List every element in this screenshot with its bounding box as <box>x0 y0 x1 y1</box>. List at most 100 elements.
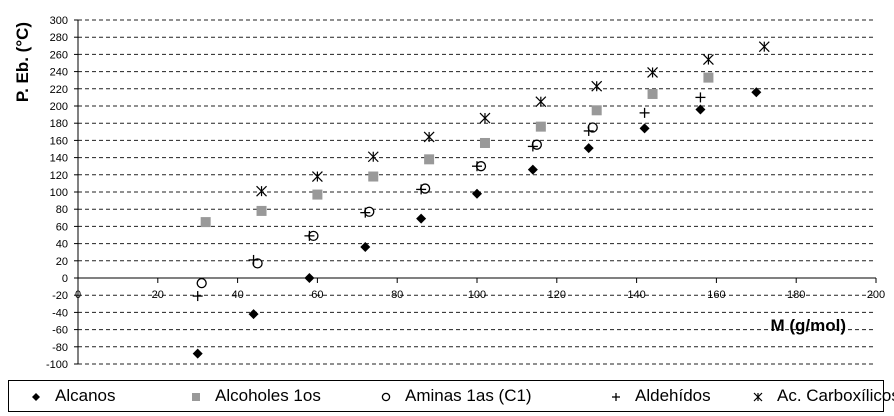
plus-marker-icon <box>612 392 620 401</box>
data-points <box>192 41 770 359</box>
data-point-circle <box>196 278 207 289</box>
y-tick-label: -80 <box>52 342 68 354</box>
data-point-diamond <box>472 188 482 199</box>
data-point-circle <box>419 183 431 194</box>
legend-marker-shape <box>612 392 620 401</box>
data-point-star <box>311 171 323 182</box>
data-point-plus <box>583 125 594 136</box>
data-point-star <box>256 185 267 197</box>
data-point-diamond <box>583 143 594 154</box>
data-point-star <box>423 131 435 143</box>
x-tick-label: 140 <box>627 289 645 301</box>
data-point-diamond <box>527 164 538 175</box>
y-tick-label: -100 <box>46 359 68 371</box>
legend-label: Alcanos <box>55 386 116 405</box>
gridlines <box>78 19 876 365</box>
x-tick-label: 80 <box>391 289 403 301</box>
data-point-star <box>367 151 379 163</box>
legend-label: Aminas 1as (C1) <box>405 386 532 405</box>
legend-label: Alcoholes 1os <box>215 386 321 405</box>
y-tick-label: 260 <box>50 49 68 61</box>
data-point-diamond <box>360 242 371 253</box>
data-point-plus <box>527 141 538 152</box>
x-tick-label: 20 <box>152 289 164 301</box>
data-point-plus <box>639 107 650 118</box>
y-tick-label: 20 <box>56 256 68 268</box>
data-point-diamond <box>416 213 427 224</box>
legend-item: Aminas 1as (C1) <box>379 381 532 411</box>
axes <box>74 19 877 365</box>
y-tick-label: 220 <box>50 84 68 96</box>
data-point-square <box>424 154 435 165</box>
data-point-plus <box>192 291 203 302</box>
circle-marker-icon <box>381 392 391 401</box>
data-point-diamond <box>248 309 259 320</box>
x-tick-label: 40 <box>231 289 243 301</box>
square-marker-icon <box>192 392 200 401</box>
y-tick-label: 140 <box>50 153 68 165</box>
y-axis-label: P. Eb. (°C) <box>13 22 32 102</box>
data-point-diamond <box>695 104 706 115</box>
y-tick-label: 240 <box>50 67 68 79</box>
x-tick-label: 100 <box>468 289 486 301</box>
star-marker-icon <box>753 392 763 401</box>
legend-marker-shape <box>192 392 200 401</box>
legend-label: Aldehídos <box>635 386 711 405</box>
y-tick-label: 300 <box>50 15 68 27</box>
y-tick-label: -60 <box>52 325 68 337</box>
data-point-star <box>702 54 714 65</box>
data-point-diamond <box>304 273 315 283</box>
y-tick-label: 40 <box>56 239 68 251</box>
data-point-plus <box>472 161 482 172</box>
data-point-star <box>479 112 491 124</box>
legend-marker-shape <box>753 392 763 401</box>
data-point-square <box>479 137 490 148</box>
legend-item: Alcanos <box>29 381 115 411</box>
x-axis-label: M (g/mol) <box>770 316 846 335</box>
y-tick-label: 80 <box>56 204 68 216</box>
data-point-star <box>535 96 547 108</box>
data-point-square <box>312 189 323 200</box>
data-point-star <box>758 41 770 53</box>
legend-marker-shape <box>32 392 40 401</box>
x-tick-label: 200 <box>867 289 885 301</box>
data-point-square <box>647 88 658 99</box>
y-tick-label: 180 <box>50 118 68 130</box>
legend: Alcanos Alcoholes 1os Aminas 1as (C1) Aldeh… <box>8 380 894 412</box>
y-tick-labels: -100 -80 -60 -40 -20 0 20 40 60 80 100 120 140 160 180… <box>46 15 68 371</box>
legend-item: Alcoholes 1os <box>189 381 321 411</box>
data-point-plus <box>360 207 371 218</box>
data-point-square <box>591 105 602 116</box>
data-point-square <box>703 72 714 83</box>
data-point-plus <box>248 254 259 265</box>
chart: -100 -80 -60 -40 -20 0 20 40 60 80 100 120 140 160 180… <box>13 15 885 371</box>
data-point-plus <box>304 230 315 241</box>
legend-marker-shape <box>381 392 391 401</box>
data-point-star <box>647 67 658 78</box>
data-point-circle <box>531 139 542 150</box>
data-point-square <box>256 205 267 216</box>
y-tick-label: 100 <box>50 187 68 199</box>
y-tick-label: 280 <box>50 32 68 44</box>
x-tick-labels: 0 20 40 60 80 100 120 140 160 180 200 <box>75 289 885 301</box>
data-point-plus <box>695 92 706 103</box>
data-point-square <box>368 171 379 182</box>
legend-item: Aldehídos <box>609 381 711 411</box>
y-tick-label: -40 <box>52 307 68 319</box>
y-tick-label: 160 <box>50 135 68 147</box>
x-tick-label: 180 <box>787 289 805 301</box>
data-point-plus <box>416 184 427 195</box>
legend-label: Ac. Carboxílicos <box>777 386 894 405</box>
x-tick-label: 160 <box>707 289 725 301</box>
data-point-diamond <box>639 123 650 134</box>
x-tick-label: 0 <box>75 289 81 301</box>
y-tick-label: 200 <box>50 101 68 113</box>
y-tick-label: 0 <box>62 273 68 285</box>
data-point-circle <box>364 206 375 217</box>
legend-item: Ac. Carboxílicos <box>751 381 894 411</box>
y-tick-label: -20 <box>52 290 68 302</box>
diamond-marker-icon <box>32 392 40 401</box>
y-tick-label: 60 <box>56 221 68 233</box>
data-point-star <box>591 80 603 92</box>
x-tick-label: 120 <box>548 289 566 301</box>
